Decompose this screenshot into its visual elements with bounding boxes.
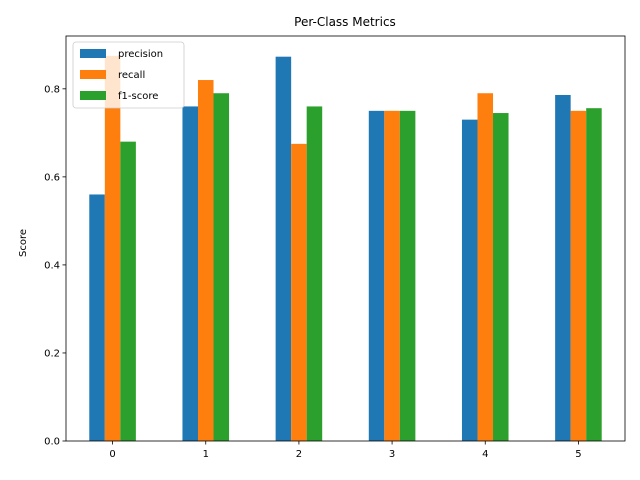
x-tick-label: 5 (575, 449, 581, 460)
series-precision (89, 56, 571, 442)
series-f1-score (120, 93, 602, 442)
x-tick-label: 4 (482, 449, 488, 460)
bar-precision-1 (182, 106, 198, 441)
y-tick-label: 0.4 (44, 260, 60, 271)
bars (89, 55, 602, 442)
bar-recall-0 (104, 55, 121, 441)
chart-title: Per-Class Metrics (294, 15, 396, 29)
bar-precision-2 (275, 56, 292, 441)
legend: precision recall f1-score (72, 41, 185, 109)
y-tick-label: 0.6 (44, 172, 60, 183)
legend-swatch-f1-score (80, 91, 106, 100)
legend-label-precision: precision (118, 49, 163, 60)
bar-recall-5 (570, 110, 587, 441)
y-tick-label: 0.8 (44, 84, 60, 95)
y-axis-title: Score (18, 229, 29, 257)
bar-precision-0 (89, 194, 105, 441)
bar-precision-3 (368, 110, 385, 441)
bar-precision-5 (555, 94, 571, 441)
legend-label-recall: recall (118, 70, 145, 81)
x-tick-label: 3 (389, 449, 395, 460)
legend-swatch-precision (80, 49, 106, 58)
bar-recall-4 (477, 93, 494, 441)
y-tick-label: 0.0 (44, 437, 60, 448)
x-tick-label: 0 (109, 449, 115, 460)
plot-frame (65, 35, 626, 442)
legend-label-f1-score: f1-score (118, 91, 158, 102)
bar-f1-score-4 (493, 113, 509, 442)
axes: 0.0 0.2 0.4 0.6 0.8 0 1 2 3 4 5 (44, 35, 626, 460)
bar-f1-score-3 (399, 110, 416, 441)
bar-f1-score-5 (586, 108, 602, 442)
bar-f1-score-0 (120, 141, 136, 442)
bar-recall-3 (384, 110, 400, 441)
bar-recall-2 (291, 143, 307, 441)
y-tick-label: 0.2 (44, 348, 60, 359)
bar-recall-1 (197, 80, 214, 442)
x-tick-label: 2 (296, 449, 302, 460)
bar-f1-score-1 (213, 93, 230, 441)
series-recall (104, 55, 587, 442)
legend-swatch-recall (80, 70, 106, 79)
bar-f1-score-2 (306, 106, 323, 441)
bar-precision-4 (461, 119, 478, 442)
x-tick-label: 1 (203, 449, 209, 460)
